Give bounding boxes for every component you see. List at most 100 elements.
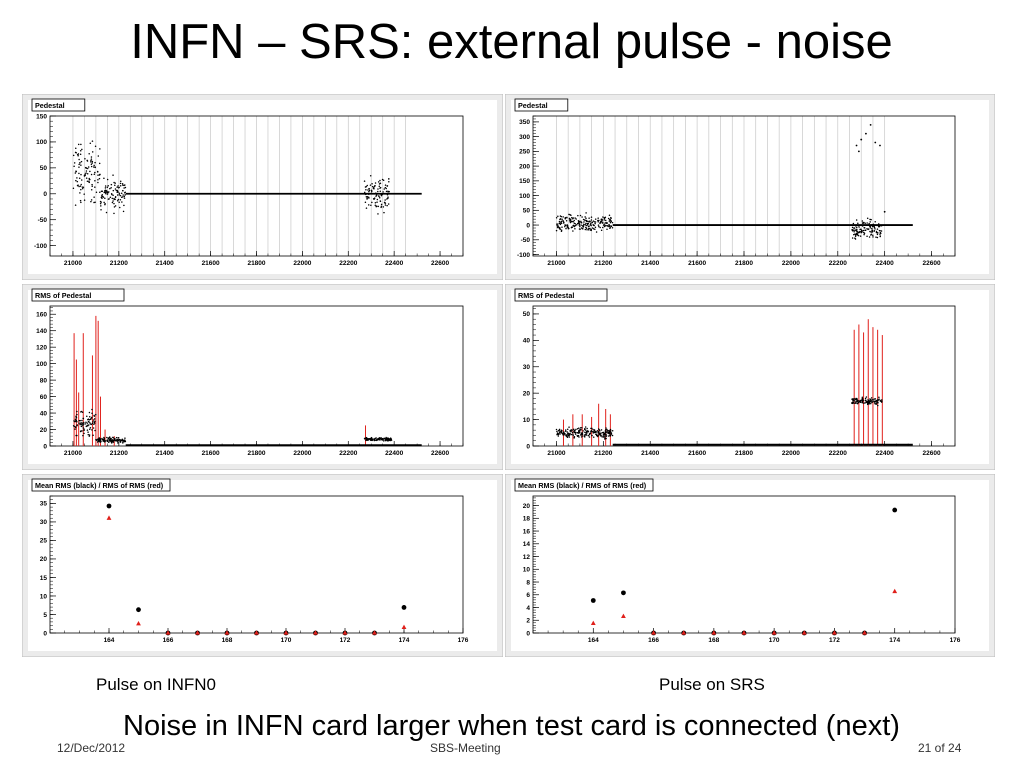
data-point	[83, 429, 85, 432]
data-point	[91, 422, 94, 425]
mean-rms-point	[401, 605, 407, 610]
x-tick-label: 21000	[64, 260, 82, 267]
data-point	[580, 221, 582, 224]
data-point	[81, 419, 83, 422]
left-mean-rms-panel: Mean RMS (black) / RMS of RMS (red) 164 16…	[21, 473, 504, 658]
data-point	[386, 185, 388, 187]
rms-of-rms-point	[401, 624, 407, 630]
data-point	[104, 197, 106, 200]
data-point	[74, 426, 77, 429]
data-point	[387, 196, 389, 198]
data-point	[109, 439, 112, 441]
data-point	[869, 230, 871, 233]
data-point	[114, 182, 116, 184]
data-point	[94, 145, 97, 148]
chart-title: Mean RMS (black) / RMS of RMS (red)	[518, 481, 647, 490]
data-point	[561, 218, 563, 220]
data-point	[385, 190, 388, 193]
data-point	[871, 229, 874, 232]
data-point	[79, 423, 81, 426]
y-tick-label: 150	[519, 178, 530, 185]
data-point	[88, 152, 90, 155]
data-point	[78, 419, 81, 422]
data-point	[563, 432, 565, 435]
data-point	[579, 428, 581, 431]
data-point	[859, 228, 861, 231]
data-point	[114, 184, 116, 186]
data-point	[122, 194, 124, 196]
data-point	[122, 442, 124, 444]
data-point	[387, 203, 390, 205]
y-tick-label: 160	[36, 312, 47, 319]
data-point	[574, 429, 576, 432]
data-point	[602, 226, 604, 229]
data-point	[874, 141, 877, 144]
data-point	[90, 156, 93, 158]
rms-of-rms-point	[681, 630, 687, 635]
data-point	[604, 430, 607, 432]
data-point	[378, 183, 381, 185]
rms-of-rms-point	[801, 630, 807, 635]
data-point	[579, 225, 581, 228]
data-point	[866, 222, 868, 224]
data-point	[75, 416, 78, 419]
data-point	[566, 428, 569, 431]
rms-of-rms-point	[106, 515, 112, 520]
data-point	[873, 230, 875, 232]
data-point	[374, 202, 377, 204]
data-point	[107, 439, 109, 441]
x-tick-label: 168	[708, 637, 719, 644]
x-tick-label: 164	[104, 637, 115, 644]
data-point	[113, 212, 115, 215]
data-point	[366, 184, 368, 187]
data-point	[365, 436, 368, 439]
data-point	[363, 191, 366, 194]
data-point	[563, 431, 565, 433]
data-point	[92, 434, 94, 436]
data-point	[571, 431, 574, 434]
data-point	[78, 163, 80, 166]
data-point	[557, 215, 559, 218]
data-point	[557, 435, 560, 437]
data-point	[377, 188, 379, 190]
data-point	[72, 154, 75, 157]
data-point	[384, 186, 387, 189]
data-point	[559, 218, 562, 220]
data-point	[374, 439, 377, 441]
data-point	[610, 220, 612, 223]
data-point	[87, 433, 90, 436]
data-point	[601, 219, 603, 222]
data-point	[589, 432, 592, 434]
rms-of-rms-point	[372, 630, 377, 635]
data-point	[555, 229, 558, 232]
data-point	[111, 201, 114, 204]
data-point	[584, 224, 587, 226]
data-point	[123, 184, 125, 187]
data-point	[93, 173, 96, 175]
data-point	[560, 222, 562, 224]
data-point	[388, 190, 390, 193]
data-point	[583, 436, 586, 438]
data-point	[876, 233, 879, 236]
data-point	[118, 192, 121, 195]
data-point	[855, 144, 858, 147]
data-point	[121, 182, 124, 185]
data-point	[557, 429, 560, 432]
data-point	[592, 227, 595, 230]
data-point	[559, 433, 561, 435]
data-point	[591, 221, 594, 224]
data-point	[91, 160, 94, 163]
chart-title-box	[514, 478, 654, 492]
data-point	[119, 182, 122, 185]
data-point	[605, 433, 607, 436]
data-point	[557, 226, 559, 229]
data-point	[866, 227, 868, 230]
rms-of-rms-point	[283, 630, 289, 635]
chart-title-box	[514, 98, 569, 112]
data-point	[88, 180, 90, 182]
data-point	[879, 400, 882, 402]
data-point	[113, 197, 115, 200]
chart-pad	[511, 100, 989, 274]
data-point	[558, 226, 561, 229]
data-point	[558, 222, 561, 225]
